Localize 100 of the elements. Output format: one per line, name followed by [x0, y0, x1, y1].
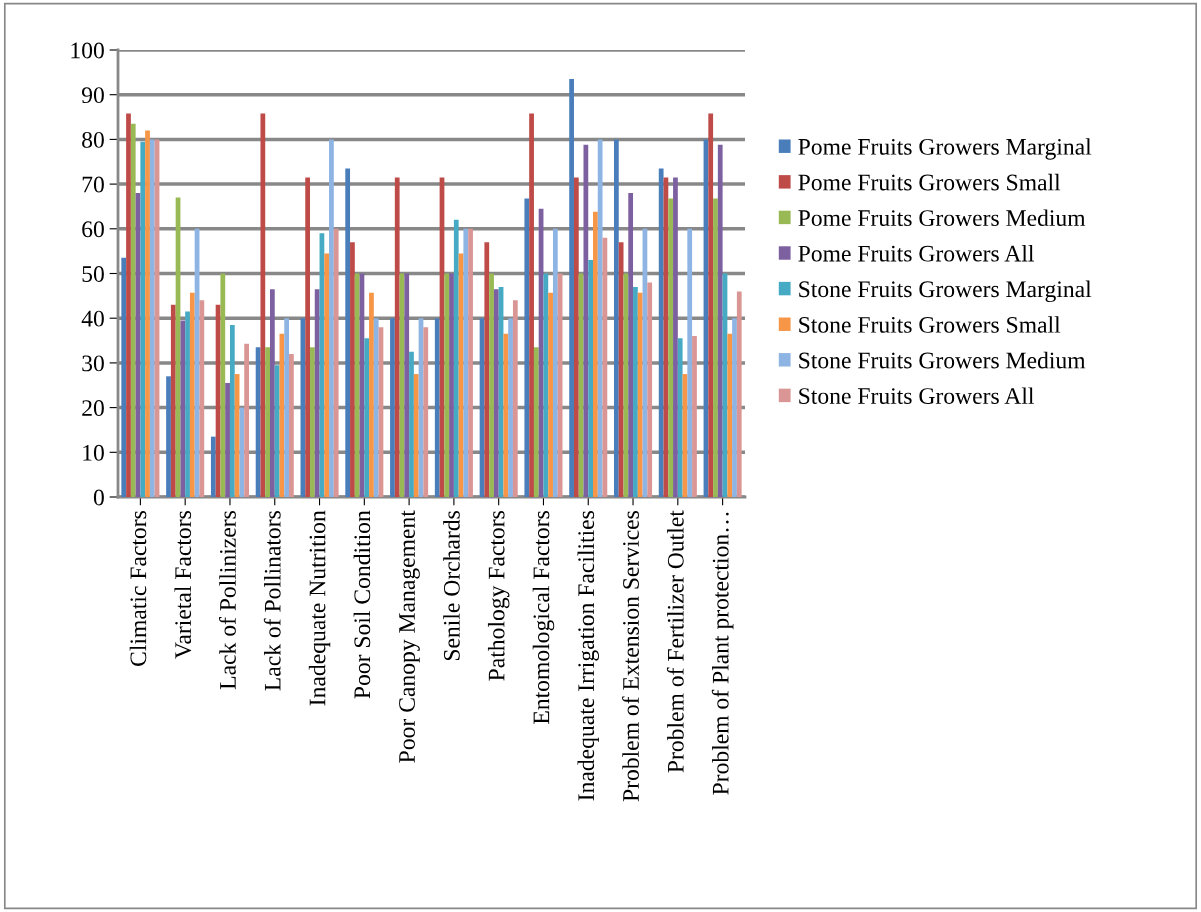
bar	[524, 198, 530, 497]
bar	[552, 228, 558, 497]
y-tick-label: 30	[82, 355, 104, 372]
bar	[210, 436, 216, 497]
bar	[453, 219, 459, 497]
bar	[404, 273, 410, 497]
bar	[449, 273, 454, 497]
bar	[350, 242, 355, 497]
bar	[229, 324, 235, 497]
bar	[434, 318, 440, 497]
bar	[354, 273, 360, 497]
bar	[369, 292, 374, 497]
bar	[373, 318, 379, 497]
x-tick-label: Problem of Plant protection…	[711, 512, 734, 795]
bar	[548, 292, 553, 497]
bar	[692, 336, 697, 497]
bar	[633, 286, 638, 497]
y-tick-label: 20	[82, 400, 104, 417]
bar	[637, 292, 643, 497]
legend-label: Stone Fruits Growers All	[799, 387, 1034, 404]
bar	[140, 141, 146, 497]
x-tick-label: Poor Canopy Management	[399, 510, 420, 763]
bar	[265, 347, 270, 497]
bar	[305, 177, 311, 497]
bar	[333, 228, 339, 497]
x-tick-label: Varietal Factors	[174, 511, 192, 659]
x-tick-label: Lack of Pollinators	[263, 511, 281, 691]
bar	[543, 273, 549, 497]
bar	[512, 300, 518, 497]
y-tick-label: 40	[81, 310, 104, 327]
bar	[345, 168, 351, 497]
legend-label: Pome Fruits Growers All	[798, 245, 1034, 262]
bar	[533, 347, 539, 497]
bar	[166, 376, 171, 497]
x-tick-label: Senile Orchards	[443, 511, 460, 661]
bar	[569, 79, 574, 497]
bar	[484, 242, 490, 497]
y-tick-label: 70	[82, 176, 104, 193]
y-tick-label: 50	[82, 265, 104, 282]
bar	[573, 177, 579, 497]
bar	[618, 242, 624, 497]
bar	[736, 291, 742, 497]
bar	[274, 365, 280, 497]
bar	[628, 193, 634, 497]
bar	[717, 144, 723, 497]
bar	[463, 228, 469, 497]
bar	[289, 353, 294, 497]
bar	[324, 253, 330, 497]
bar	[126, 113, 131, 497]
bar	[310, 347, 315, 497]
bar	[239, 407, 245, 497]
bar	[444, 273, 450, 497]
y-tick-label: 90	[81, 87, 104, 104]
bar	[185, 311, 190, 497]
bar	[409, 351, 414, 497]
bar	[145, 130, 150, 497]
y-tick-label: 100	[71, 42, 104, 59]
x-tick-label: Problem of Fertilizer Outlet	[666, 510, 684, 773]
bar	[597, 139, 603, 497]
y-tick-label: 0	[93, 489, 104, 506]
bar	[708, 113, 714, 497]
bar	[727, 333, 733, 497]
legend-label: Pome Fruits Growers Small	[798, 173, 1061, 191]
bar	[199, 300, 205, 497]
bar	[668, 198, 674, 497]
x-tick-label: Climatic Factors	[129, 511, 147, 666]
y-tick-label: 10	[83, 444, 104, 461]
y-tick-label: 60	[82, 221, 104, 238]
bar	[647, 282, 653, 497]
bar	[588, 260, 594, 497]
bar	[677, 338, 683, 497]
x-tick-label: Poor Soil Condition	[353, 510, 371, 699]
bar	[170, 304, 176, 497]
legend-label: Stone Fruits Growers Medium	[799, 351, 1086, 369]
bar	[732, 318, 737, 497]
bar	[269, 289, 275, 497]
bar	[673, 177, 678, 497]
bar	[244, 343, 249, 497]
bar	[593, 211, 598, 497]
bar	[314, 289, 320, 497]
bar	[390, 318, 395, 497]
bar	[149, 139, 155, 497]
bar	[225, 383, 230, 497]
bar	[364, 338, 370, 497]
x-tick-label: Problem of Extension Services	[622, 511, 639, 802]
bar	[423, 327, 429, 497]
bar	[583, 144, 589, 497]
x-tick-label: Lack of Pollinizers	[219, 511, 236, 690]
bar	[394, 177, 400, 497]
x-tick-label: Inadequate Irrigation Facilities	[577, 511, 599, 801]
bar	[687, 228, 693, 497]
bar	[189, 292, 195, 497]
x-tick-label: Pathology Factors	[487, 511, 510, 681]
x-tick-label: Inadequate Nutrition	[308, 510, 331, 706]
legend-label: Stone Fruits Growers Marginal	[799, 280, 1092, 303]
bar	[121, 257, 127, 497]
bar	[468, 228, 473, 497]
legend-label: Pome Fruits Growers Marginal	[798, 138, 1092, 160]
bar	[180, 320, 186, 497]
legend-label: Stone Fruits Growers Small	[799, 316, 1061, 333]
